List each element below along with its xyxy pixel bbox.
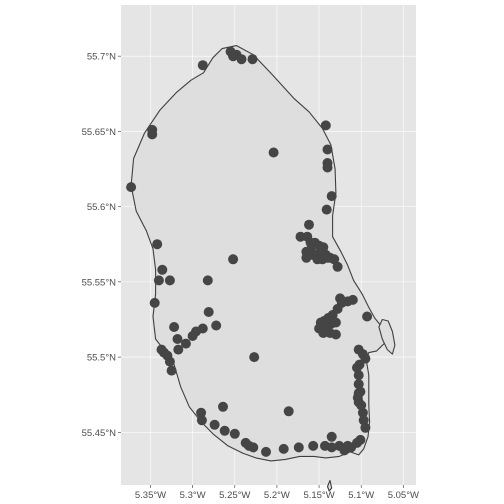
data-point	[228, 51, 239, 62]
island-landmass	[130, 45, 396, 492]
x-tick-label: 5.05°W	[388, 490, 419, 501]
survey-points	[126, 46, 373, 457]
data-point	[219, 425, 230, 436]
data-point	[152, 239, 163, 250]
data-point	[352, 392, 363, 403]
data-point	[326, 431, 337, 442]
data-point	[326, 191, 337, 202]
data-point	[209, 419, 220, 430]
data-point	[362, 311, 373, 322]
offshore-island-outline	[378, 318, 396, 355]
data-point	[358, 415, 369, 426]
data-point	[332, 261, 343, 272]
x-tick-label: 5.2°W	[264, 490, 290, 501]
data-point	[249, 352, 260, 363]
data-point	[228, 254, 239, 265]
data-point	[283, 406, 294, 417]
y-tick-label: 55.7°N	[87, 52, 116, 63]
data-point	[247, 54, 258, 65]
data-point	[304, 219, 314, 230]
data-point	[353, 379, 364, 390]
y-axis-latitude: 55.45°N 55.5°N 55.55°N 55.6°N 55.65°N 55.7°N	[82, 52, 121, 439]
data-point	[180, 338, 191, 349]
islet-outline	[326, 479, 333, 492]
data-point	[218, 401, 228, 412]
y-tick-label: 55.5°N	[87, 353, 116, 364]
data-point	[268, 147, 279, 158]
data-point	[153, 275, 164, 286]
data-point	[147, 129, 158, 140]
data-point	[173, 344, 184, 355]
x-tick-label: 5.15°W	[303, 490, 334, 501]
data-point	[197, 60, 208, 71]
data-point	[164, 356, 175, 367]
data-point	[157, 264, 168, 275]
y-tick-label: 55.55°N	[82, 277, 117, 288]
data-point	[334, 440, 345, 451]
x-tick-label: 5.1°W	[348, 490, 374, 501]
data-point	[356, 400, 367, 411]
data-point	[126, 182, 137, 193]
data-point	[164, 275, 175, 286]
data-point	[211, 320, 222, 331]
data-point	[320, 120, 331, 131]
data-point	[330, 329, 341, 340]
data-point	[172, 334, 183, 344]
data-point	[196, 415, 207, 426]
data-point	[301, 252, 312, 263]
data-point	[330, 317, 341, 328]
data-point	[196, 407, 207, 418]
data-point	[261, 446, 271, 457]
data-point	[278, 443, 289, 454]
data-point	[321, 204, 332, 215]
data-point	[360, 422, 371, 433]
y-tick-label: 55.65°N	[82, 127, 117, 138]
data-point	[203, 307, 214, 317]
data-point	[240, 437, 251, 448]
data-point	[353, 370, 364, 381]
data-point	[187, 331, 198, 341]
y-tick-label: 55.6°N	[87, 202, 116, 213]
data-point	[352, 362, 362, 373]
data-point	[357, 407, 368, 418]
data-point	[322, 252, 333, 263]
data-point	[293, 442, 304, 453]
data-point	[347, 294, 358, 305]
data-point	[149, 297, 160, 308]
data-point	[202, 275, 213, 286]
data-point	[322, 162, 333, 173]
coastline-outline	[130, 45, 387, 462]
data-point	[236, 54, 247, 65]
data-point	[320, 440, 330, 451]
data-point	[166, 365, 177, 376]
x-tick-label: 5.3°W	[180, 490, 206, 501]
data-point	[169, 322, 180, 332]
y-tick-label: 55.45°N	[82, 428, 117, 439]
x-tick-label: 5.35°W	[135, 490, 166, 501]
data-point	[308, 440, 319, 451]
data-point	[322, 144, 333, 155]
data-point	[229, 428, 240, 439]
x-tick-label: 5.25°W	[219, 490, 250, 501]
x-axis-longitude: 5.35°W 5.3°W 5.25°W 5.2°W 5.15°W 5.1°W 5.05°W	[135, 485, 419, 501]
